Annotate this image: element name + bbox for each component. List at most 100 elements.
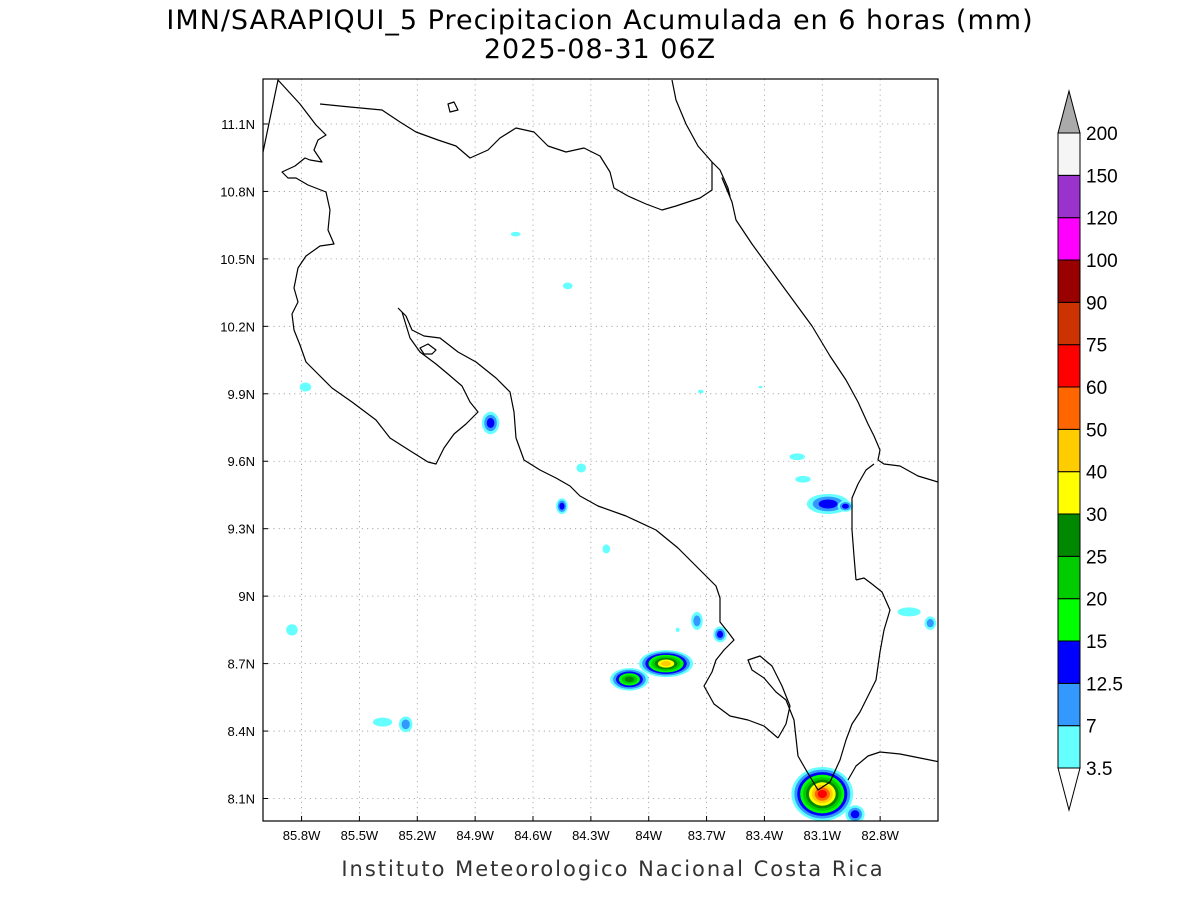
colorbar-level-label: 40: [1086, 463, 1107, 484]
precip-contour: [842, 503, 849, 509]
map-title: IMN/SARAPIQUI_5 Precipitacion Acumulada …: [166, 5, 1033, 36]
lon-tick-label: 85.2W: [398, 828, 436, 843]
precip-contour: [789, 453, 805, 461]
precipitation-shading: [286, 231, 937, 821]
pacific-coast-nicoya: [263, 79, 479, 465]
colorbar-level-label: 60: [1086, 378, 1107, 399]
colorbar-level-label: 200: [1086, 124, 1118, 145]
colorbar-level-label: 100: [1086, 251, 1118, 272]
colorbar-level-label: 7: [1086, 717, 1097, 738]
colorbar-level-label: 120: [1086, 209, 1118, 230]
precip-contour: [401, 719, 410, 730]
precipitation-colorbar: 3.5 7 12.5 15 20 25 30 40 50 60 75 90 100 120 150 200: [1057, 89, 1123, 812]
precip-contour: [299, 382, 312, 392]
map-frame: [262, 78, 939, 822]
colorbar-swatch: [1057, 386, 1081, 430]
colorbar-level-label: 15: [1086, 632, 1107, 653]
lon-tick-label: 85.5W: [341, 828, 379, 843]
lon-tick-label: 84W: [635, 828, 662, 843]
colorbar-swatch: [1057, 174, 1081, 219]
longitude-tick-labels: 85.8W 85.5W 85.2W 84.9W 84.6W 84.3W 84W 83.7W 83…: [283, 828, 900, 843]
colorbar-swatch: [1057, 132, 1081, 176]
lat-tick-label: 10.2N: [220, 319, 255, 334]
precip-contour: [818, 499, 838, 509]
lon-tick-label: 84.6W: [514, 828, 552, 843]
precip-contour: [850, 810, 860, 819]
colorbar-swatch: [1057, 344, 1081, 388]
lon-tick-label: 84.9W: [456, 828, 494, 843]
colorbar-level-label: 25: [1086, 547, 1107, 568]
precip-contour: [817, 789, 827, 799]
precip-contour: [559, 502, 565, 510]
colorbar-level-label: 30: [1086, 505, 1107, 526]
precip-contour: [562, 282, 573, 290]
colorbar-level-label: 3.5: [1086, 759, 1112, 780]
lon-tick-label: 83.4W: [746, 828, 784, 843]
precip-contour: [697, 389, 704, 394]
precip-contour: [372, 717, 393, 727]
lat-tick-label: 8.1N: [228, 792, 255, 807]
precip-contour: [897, 607, 921, 617]
colorbar-over-arrow: [1057, 89, 1081, 134]
panama-border: [851, 463, 875, 581]
precip-contour: [486, 418, 495, 429]
colorbar-swatch: [1057, 555, 1081, 600]
colorbar-swatch: [1057, 301, 1081, 346]
colorbar-swatch: [1057, 217, 1081, 261]
lat-tick-label: 11.1N: [221, 117, 255, 132]
precip-contour: [926, 618, 934, 628]
precip-contour: [795, 475, 811, 483]
lat-tick-label: 9.3N: [228, 522, 255, 537]
nicoya-lagoon: [419, 343, 437, 355]
precip-contour: [624, 676, 635, 683]
precip-contour: [675, 627, 680, 633]
colorbar-under-arrow: [1057, 767, 1081, 812]
colorbar-level-label: 150: [1086, 166, 1118, 187]
colorbar-swatch: [1057, 428, 1081, 473]
coastlines-borders: [263, 79, 938, 791]
lat-tick-label: 10.8N: [220, 184, 255, 199]
colorbar-level-label: 75: [1086, 336, 1107, 357]
colorbar-swatch: [1057, 513, 1081, 557]
lat-tick-label: 9.9N: [228, 387, 255, 402]
lat-tick-label: 9.6N: [228, 454, 255, 469]
burica-coast: [847, 751, 938, 781]
colorbar-level-label: 50: [1086, 420, 1107, 441]
colorbar-swatch: [1057, 682, 1081, 727]
lon-tick-label: 84.3W: [572, 828, 610, 843]
colorbar-swatch: [1057, 598, 1081, 642]
precip-contour: [602, 544, 611, 554]
lat-tick-label: 9N: [238, 589, 255, 604]
precip-contour: [717, 630, 724, 638]
lake-nicaragua-island: [447, 101, 459, 113]
lon-tick-label: 82.8W: [861, 828, 899, 843]
lon-tick-label: 85.8W: [283, 828, 321, 843]
nicaragua-border: [319, 103, 713, 211]
colorbar-swatch: [1057, 471, 1081, 515]
precip-contour: [510, 231, 521, 237]
osa-peninsula-coast: [747, 577, 891, 791]
precip-contour: [286, 624, 298, 636]
lat-tick-label: 8.4N: [228, 724, 255, 739]
colorbar-swatch: [1057, 725, 1081, 769]
colorbar-level-label: 20: [1086, 590, 1107, 611]
lon-tick-label: 83.7W: [688, 828, 726, 843]
colorbar-swatch: [1057, 640, 1081, 684]
gulf-of-nicoya-coast: [397, 307, 779, 739]
map-credit: Instituto Meteorologico Nacional Costa R…: [341, 857, 884, 881]
map-gridlines: [263, 79, 938, 821]
latitude-tick-labels: 8.1N 8.4N 8.7N 9N 9.3N 9.6N 9.9N 10.2N 10.5N 10.8…: [220, 117, 255, 807]
precip-contour: [758, 385, 763, 389]
lat-tick-label: 8.7N: [228, 657, 255, 672]
lat-tick-label: 10.5N: [220, 252, 255, 267]
caribbean-coast: [671, 79, 938, 483]
precip-contour: [576, 463, 587, 473]
map-subtitle-datetime: 2025-08-31 06Z: [484, 34, 716, 65]
colorbar-swatch: [1057, 259, 1081, 303]
colorbar-level-label: 90: [1086, 293, 1107, 314]
colorbar-level-label: 12.5: [1086, 674, 1123, 695]
lon-tick-label: 83.1W: [803, 828, 841, 843]
precip-contour: [693, 615, 701, 627]
precip-contour: [661, 661, 672, 667]
